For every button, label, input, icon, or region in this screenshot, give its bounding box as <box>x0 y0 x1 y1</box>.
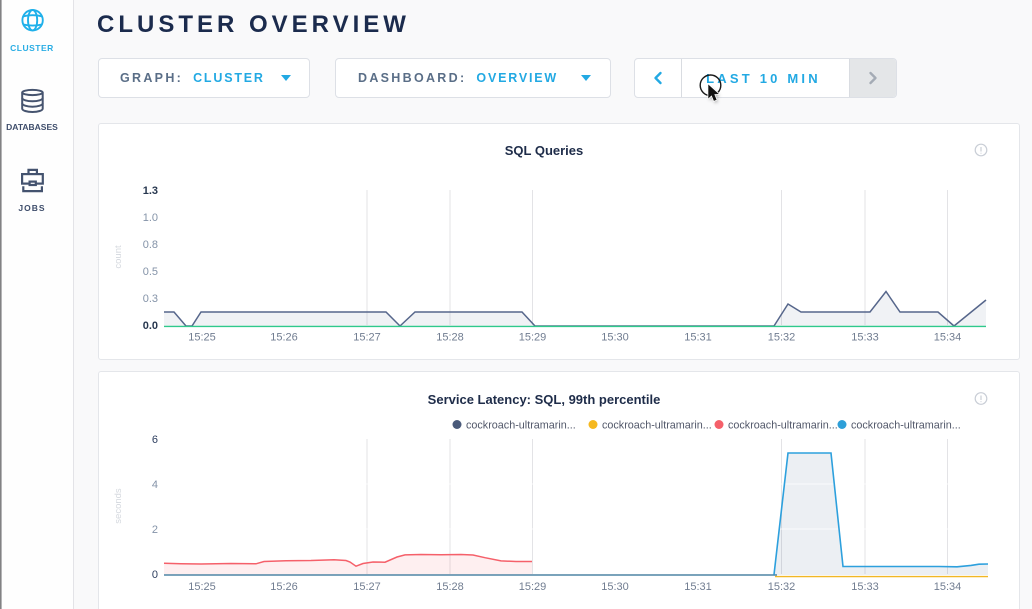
svg-text:2: 2 <box>152 524 158 536</box>
svg-text:0.0: 0.0 <box>143 320 158 332</box>
svg-text:count: count <box>113 245 124 269</box>
svg-text:15:33: 15:33 <box>851 332 879 344</box>
svg-text:15:29: 15:29 <box>519 581 547 593</box>
svg-text:cockroach-ultramarin...: cockroach-ultramarin... <box>466 420 576 432</box>
svg-text:15:31: 15:31 <box>684 581 712 593</box>
svg-text:15:26: 15:26 <box>270 332 298 344</box>
svg-text:cockroach-ultramarin...: cockroach-ultramarin... <box>602 420 712 432</box>
svg-text:15:30: 15:30 <box>601 581 629 593</box>
svg-text:cockroach-ultramarin...: cockroach-ultramarin... <box>851 420 961 432</box>
svg-text:15:33: 15:33 <box>851 581 879 593</box>
svg-text:15:27: 15:27 <box>353 332 381 344</box>
svg-text:1.0: 1.0 <box>143 212 158 224</box>
svg-text:0.5: 0.5 <box>143 266 158 278</box>
svg-text:15:26: 15:26 <box>270 581 298 593</box>
svg-text:1.3: 1.3 <box>143 185 158 197</box>
svg-text:4: 4 <box>152 479 158 491</box>
svg-text:15:34: 15:34 <box>934 581 962 593</box>
svg-text:15:30: 15:30 <box>601 332 629 344</box>
svg-text:15:32: 15:32 <box>768 581 796 593</box>
svg-text:6: 6 <box>152 434 158 446</box>
svg-text:15:28: 15:28 <box>436 581 464 593</box>
svg-text:0.3: 0.3 <box>143 293 158 305</box>
svg-text:15:27: 15:27 <box>353 581 381 593</box>
svg-text:15:25: 15:25 <box>188 581 216 593</box>
svg-text:seconds: seconds <box>113 488 124 524</box>
svg-text:cockroach-ultramarin...: cockroach-ultramarin... <box>728 420 838 432</box>
svg-text:15:31: 15:31 <box>684 332 712 344</box>
svg-text:0: 0 <box>152 569 158 581</box>
svg-text:15:28: 15:28 <box>436 332 464 344</box>
svg-text:15:25: 15:25 <box>188 332 216 344</box>
svg-text:15:34: 15:34 <box>934 332 962 344</box>
svg-text:15:32: 15:32 <box>768 332 796 344</box>
svg-text:0.8: 0.8 <box>143 239 158 251</box>
svg-text:15:29: 15:29 <box>519 332 547 344</box>
